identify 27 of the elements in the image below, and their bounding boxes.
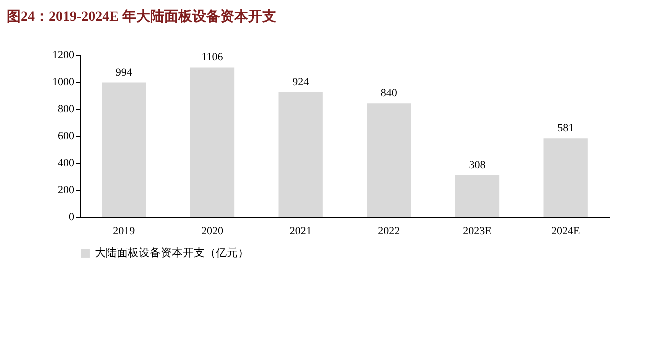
- bar: [190, 68, 235, 217]
- x-tick-label: 2023E: [463, 226, 492, 238]
- data-label: 308: [469, 159, 486, 172]
- x-tick-label: 2022: [378, 226, 400, 238]
- y-tick-label: 0: [69, 212, 75, 224]
- x-tick-label: 2020: [202, 226, 224, 238]
- y-tick-label: 200: [58, 184, 75, 196]
- y-tick-label: 1000: [52, 76, 75, 88]
- data-label: 840: [380, 88, 398, 100]
- x-tick-label: 2019: [113, 226, 136, 238]
- bar: [367, 104, 412, 217]
- y-tick-label: 400: [58, 158, 75, 170]
- bar: [278, 92, 323, 217]
- y-tick-label: 600: [58, 130, 75, 142]
- x-tick-label: 2021: [290, 226, 312, 238]
- chart-title: 图24：2019-2024E 年大陆面板设备资本开支: [7, 9, 276, 25]
- data-label: 581: [558, 122, 574, 135]
- bar: [455, 175, 500, 217]
- x-tick-label: 2024E: [551, 226, 580, 238]
- y-tick-label: 1200: [52, 50, 75, 62]
- bar: [102, 82, 146, 217]
- data-label: 924: [292, 76, 310, 88]
- data-label: 1106: [202, 52, 224, 64]
- data-label: 994: [116, 66, 133, 79]
- legend-label: 大陆面板设备资本开支（亿元）: [95, 246, 249, 260]
- bar: [544, 138, 588, 217]
- y-tick-label: 800: [58, 104, 75, 116]
